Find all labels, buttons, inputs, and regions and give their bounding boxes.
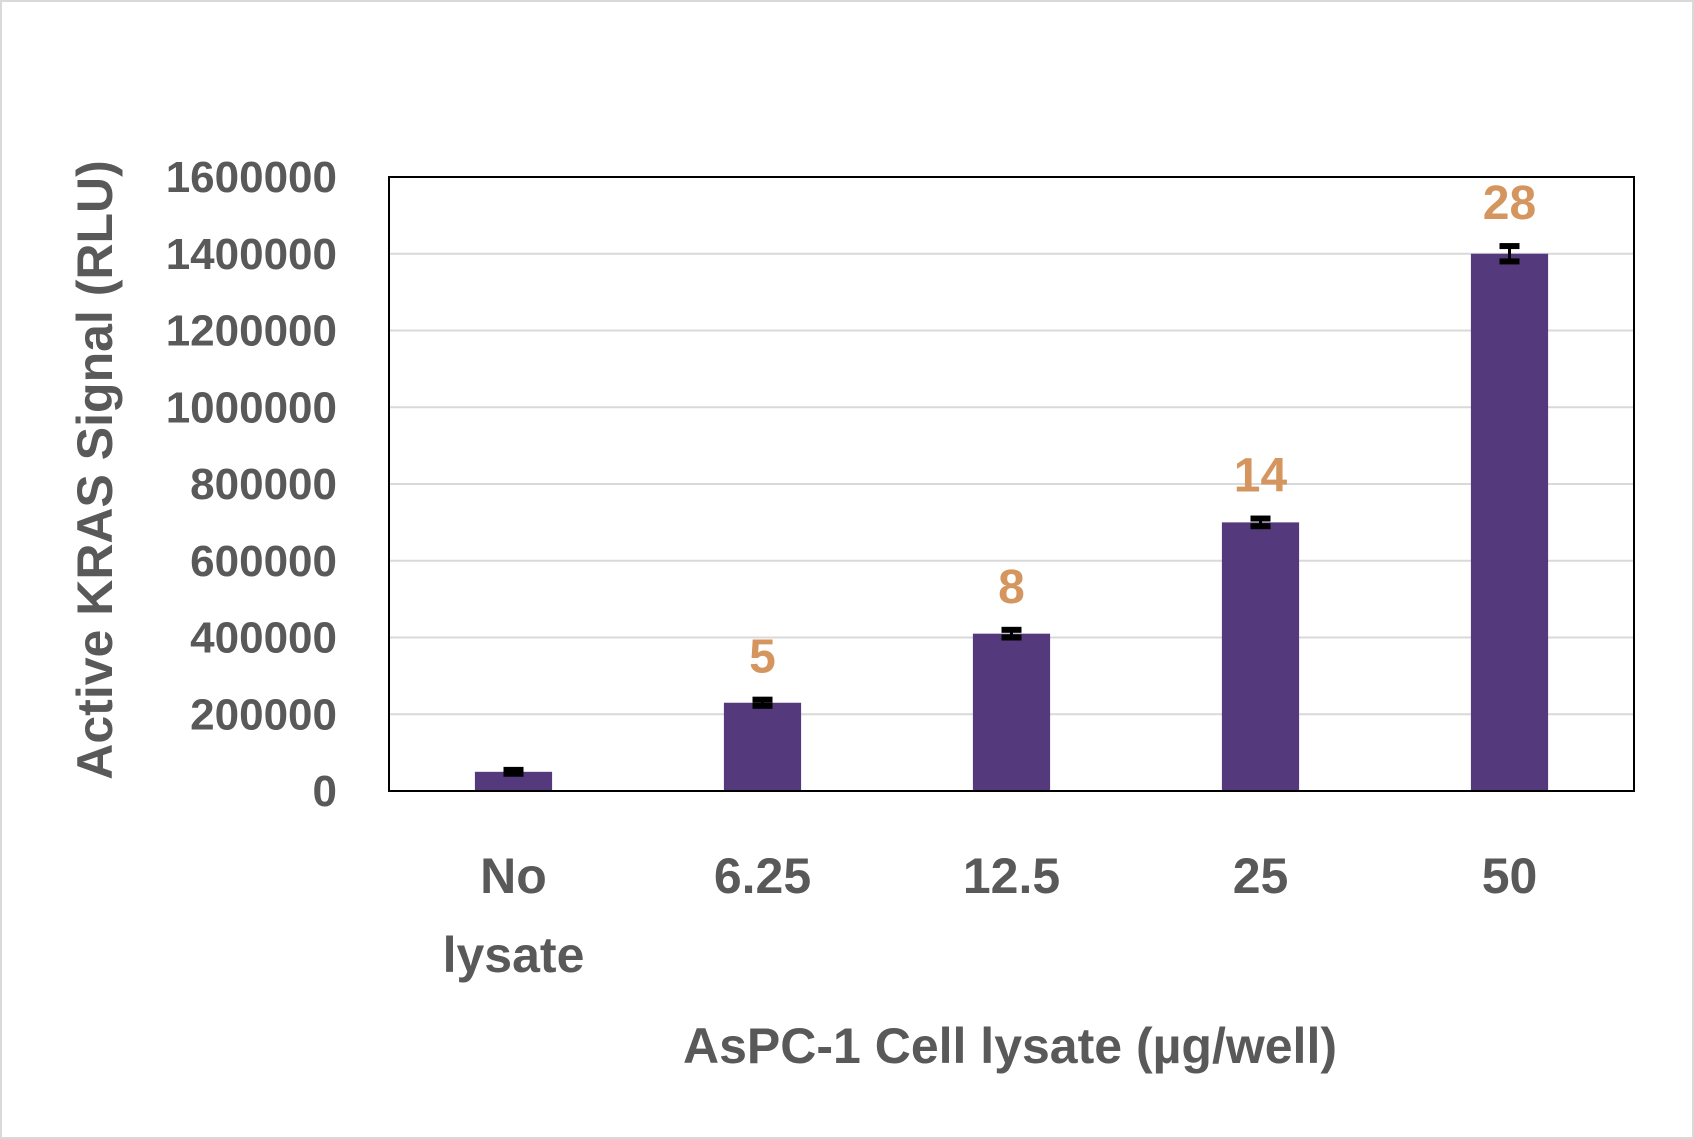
error-bar	[503, 766, 524, 777]
y-tick-label: 400000	[190, 614, 337, 663]
y-tick-label: 1000000	[166, 383, 337, 432]
error-bars	[503, 243, 1520, 777]
error-bar-cap	[1001, 626, 1022, 633]
x-category-label: lysate	[443, 927, 585, 983]
error-bar-cap	[503, 766, 524, 773]
y-tick-label: 0	[313, 767, 337, 816]
bar	[474, 771, 553, 791]
plot-area-border	[388, 176, 1635, 792]
y-axis-title: Active KRAS Signal (RLU)	[67, 160, 123, 780]
error-bar-cap	[1499, 258, 1520, 265]
fold-change-label: 28	[1483, 177, 1536, 230]
gridlines	[389, 252, 1634, 716]
error-bar	[1001, 626, 1022, 641]
y-tick-label: 1400000	[166, 230, 337, 279]
fold-change-label: 14	[1234, 450, 1288, 503]
bar	[972, 633, 1051, 791]
x-axis-title: AsPC-1 Cell lysate (µg/well)	[683, 1018, 1337, 1074]
error-bar-cap	[752, 696, 773, 703]
x-category-label: 25	[1233, 848, 1289, 904]
x-category-label: 12.5	[963, 848, 1060, 904]
error-bar	[752, 696, 773, 709]
x-category-label: 6.25	[714, 848, 811, 904]
error-bar-cap	[1499, 243, 1520, 250]
y-tick-label: 1200000	[166, 307, 337, 356]
error-bar	[1250, 515, 1271, 530]
bars	[474, 253, 1549, 791]
error-bar-cap	[1001, 634, 1022, 641]
y-axis-tick-labels: 0 200000 400000 600000 800000 1000000 1200000 1…	[166, 153, 337, 816]
y-tick-label: 600000	[190, 537, 337, 586]
fold-change-label: 8	[998, 561, 1025, 614]
error-bar-cap	[503, 770, 524, 777]
fold-change-labels: 5 8 14 28	[749, 177, 1536, 684]
bar	[1221, 522, 1300, 791]
error-bar-cap	[752, 702, 773, 709]
y-tick-label: 200000	[190, 690, 337, 739]
x-category-label: No	[480, 848, 547, 904]
bar	[1470, 253, 1549, 791]
error-bar	[1499, 243, 1520, 265]
y-tick-label: 1600000	[166, 153, 337, 202]
error-bar-cap	[1250, 523, 1271, 530]
fold-change-label: 5	[749, 631, 776, 684]
x-axis-category-labels: No lysate 6.25 12.5 25 50	[443, 848, 1538, 983]
error-bar-cap	[1250, 515, 1271, 522]
bar	[723, 702, 802, 791]
x-category-label: 50	[1482, 848, 1538, 904]
y-tick-label: 800000	[190, 460, 337, 509]
